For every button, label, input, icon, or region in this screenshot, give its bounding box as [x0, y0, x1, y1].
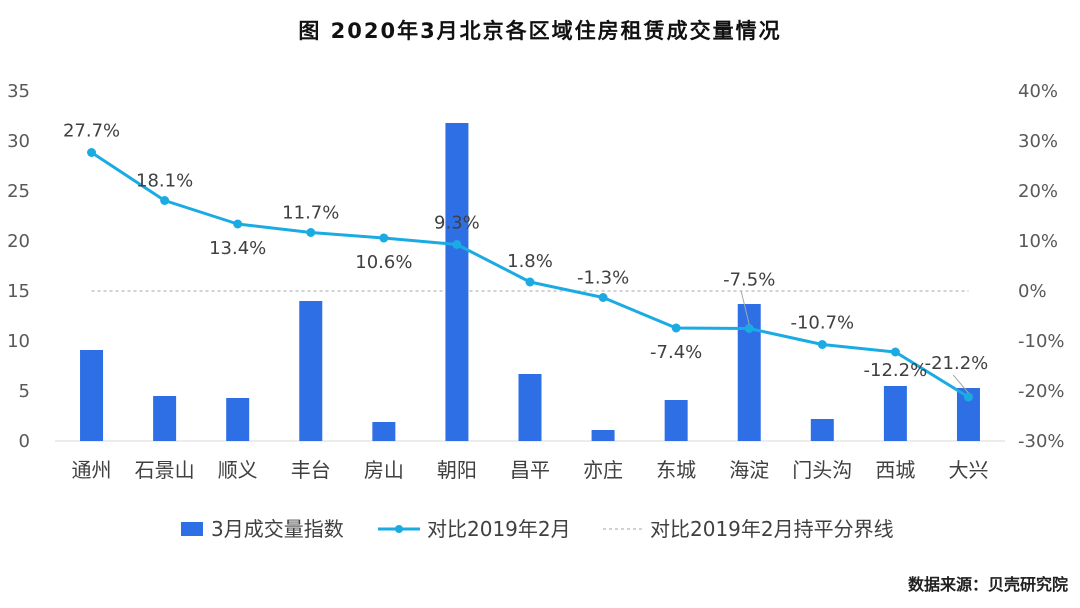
data-label-石景山: 18.1%	[136, 171, 193, 192]
line-point-丰台	[306, 228, 316, 237]
left-tick-label: 20	[7, 231, 30, 252]
bar-顺义	[226, 398, 250, 441]
category-label: 通州	[72, 458, 112, 482]
bar-海淀	[737, 304, 761, 441]
legend-line-label: 对比2019年2月	[427, 517, 571, 541]
data-label-门头沟: -10.7%	[790, 313, 854, 334]
bar-石景山	[153, 396, 177, 441]
left-tick-label: 25	[7, 181, 30, 202]
category-label: 房山	[364, 458, 404, 482]
line-point-石景山	[160, 196, 170, 205]
data-label-亦庄: -1.3%	[577, 268, 629, 289]
right-tick-label: -10%	[1018, 331, 1065, 352]
legend-ref-label: 对比2019年2月持平分界线	[650, 517, 894, 541]
line-point-顺义	[233, 219, 243, 229]
bar-通州	[80, 350, 104, 441]
category-label: 丰台	[291, 458, 331, 482]
category-label: 海淀	[729, 458, 769, 482]
left-tick-label: 35	[7, 81, 30, 102]
line-point-大兴	[963, 392, 973, 402]
left-tick-label: 5	[19, 381, 30, 402]
right-axis-ticks: -30% -20% -10% 0% 10% 20% 30% 40%	[1018, 81, 1065, 452]
legend-bar-label: 3月成交量指数	[211, 517, 344, 541]
category-label: 朝阳	[437, 458, 477, 482]
bar-大兴	[956, 388, 980, 441]
bar-房山	[372, 422, 396, 441]
right-tick-label: 40%	[1018, 81, 1058, 102]
legend: 3月成交量指数 对比2019年2月 对比2019年2月持平分界线	[181, 517, 894, 541]
line-point-房山	[379, 233, 389, 243]
bar-朝阳	[445, 123, 469, 441]
line-point-西城	[890, 347, 900, 357]
chart-title: 图 2020年3月北京各区域住房租赁成交量情况	[298, 19, 781, 43]
data-label-房山: 10.6%	[355, 252, 412, 273]
change-line-series	[87, 148, 973, 402]
line-point-门头沟	[817, 340, 827, 349]
data-label-顺义: 13.4%	[209, 238, 266, 259]
right-tick-label: 30%	[1018, 131, 1058, 152]
leader-line	[952, 374, 969, 394]
bar-丰台	[299, 301, 323, 441]
legend-bar-swatch	[181, 522, 203, 536]
left-axis-ticks: 0 5 10 15 20 25 30 35	[7, 81, 30, 452]
data-label-海淀: -7.5%	[723, 270, 775, 291]
line-point-亦庄	[598, 293, 608, 302]
right-tick-label: 20%	[1018, 181, 1058, 202]
category-label: 东城	[656, 458, 696, 482]
right-tick-label: 0%	[1018, 281, 1047, 302]
line-point-海淀	[744, 324, 754, 333]
bar-亦庄	[591, 430, 615, 441]
left-tick-label: 10	[7, 331, 30, 352]
data-label-通州: 27.7%	[63, 121, 120, 142]
legend-line-marker	[395, 525, 403, 533]
bar-东城	[664, 400, 688, 441]
data-label-朝阳: 9.3%	[434, 213, 480, 234]
data-labels: 27.7% 18.1% 13.4% 11.7% 10.6% 9.3% 1.8% -1.3% -7…	[63, 121, 988, 394]
data-label-西城: -12.2%	[864, 360, 928, 381]
data-label-丰台: 11.7%	[282, 203, 339, 224]
leader-line	[740, 291, 750, 325]
left-tick-label: 15	[7, 281, 30, 302]
change-line	[90, 151, 970, 399]
category-label: 亦庄	[583, 458, 623, 482]
line-point-东城	[671, 323, 681, 333]
category-label: 石景山	[135, 458, 195, 482]
right-tick-label: -20%	[1018, 381, 1065, 402]
data-label-大兴: -21.2%	[925, 353, 989, 374]
category-label: 大兴	[948, 458, 988, 482]
line-point-通州	[87, 148, 97, 157]
category-labels: 通州 石景山 顺义 丰台 房山 朝阳 昌平 亦庄 东城 海淀 门头沟 西城 大兴	[72, 458, 989, 482]
category-label: 西城	[875, 458, 915, 482]
right-tick-label: 10%	[1018, 231, 1058, 252]
category-label: 门头沟	[792, 458, 852, 482]
source-note: 数据来源：贝壳研究院	[908, 575, 1068, 594]
left-tick-label: 0	[19, 431, 30, 452]
category-label: 昌平	[510, 458, 550, 482]
right-tick-label: -30%	[1018, 431, 1065, 452]
data-label-昌平: 1.8%	[507, 251, 553, 272]
bars	[80, 123, 980, 441]
left-tick-label: 30	[7, 131, 30, 152]
line-point-昌平	[525, 277, 535, 287]
data-label-东城: -7.4%	[650, 342, 702, 363]
category-label: 顺义	[218, 458, 258, 482]
line-point-朝阳	[452, 240, 462, 249]
bar-门头沟	[810, 419, 834, 441]
bar-西城	[883, 386, 907, 441]
bar-昌平	[518, 374, 542, 441]
